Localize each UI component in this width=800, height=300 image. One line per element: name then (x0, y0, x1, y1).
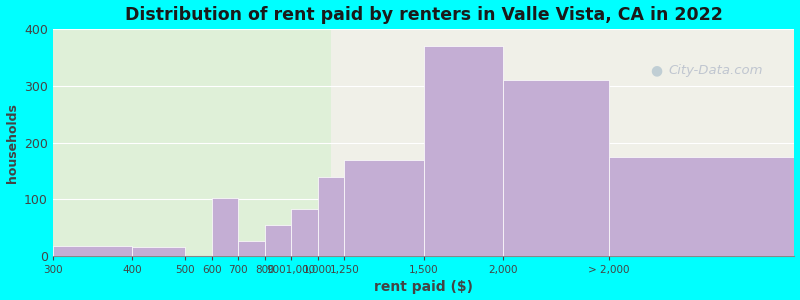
Bar (132, 248, 186, 256)
Text: ●: ● (650, 63, 662, 77)
Bar (331, 29, 794, 256)
Bar (53, 29, 331, 256)
Bar (503, 80, 609, 256)
Bar (291, 209, 318, 256)
X-axis label: rent paid ($): rent paid ($) (374, 280, 473, 294)
Bar (238, 241, 265, 256)
Y-axis label: households: households (6, 103, 18, 182)
Bar (318, 177, 344, 256)
Title: Distribution of rent paid by renters in Valle Vista, CA in 2022: Distribution of rent paid by renters in … (125, 6, 722, 24)
Text: City-Data.com: City-Data.com (668, 64, 763, 76)
Bar (265, 225, 291, 256)
Bar (609, 157, 794, 256)
Bar (344, 160, 424, 256)
Bar (424, 46, 503, 256)
Bar (53, 246, 132, 256)
Bar (212, 197, 238, 256)
